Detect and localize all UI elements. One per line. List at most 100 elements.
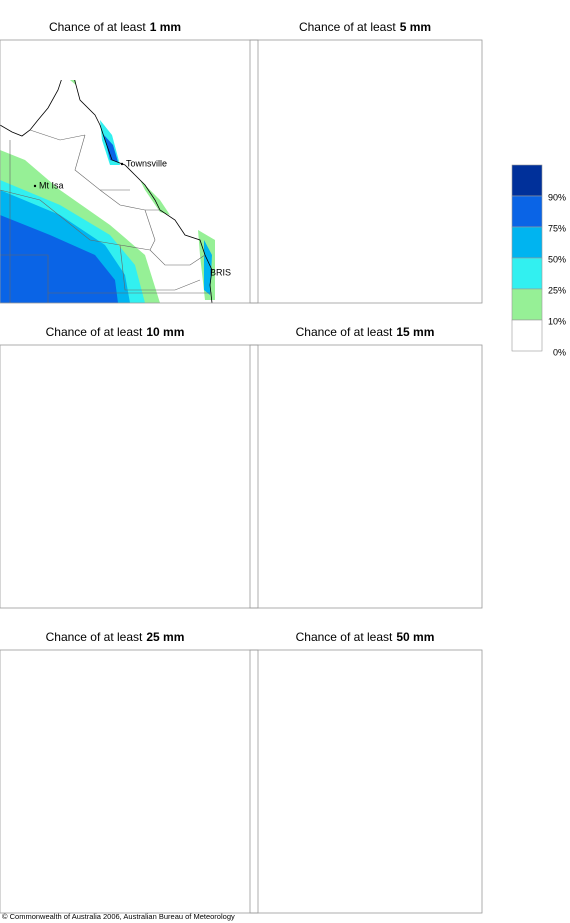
place-label: BRIS: [460, 877, 481, 887]
map-panel: Townsville Mt Isa BRIS Chance of at least 1 …: [0, 20, 259, 304]
border: [75, 440, 130, 495]
panel-frame: [249, 344, 483, 609]
panel-title: Chance of at least 1 mm: [49, 20, 181, 34]
rain-area: [103, 430, 112, 465]
title-text: Chance of at least: [49, 20, 146, 34]
legend-label: 25%: [548, 285, 566, 295]
rain-area: [200, 555, 210, 590]
panel-frame: [249, 649, 483, 914]
title-amount: 1 mm: [150, 20, 181, 34]
rain-area: [250, 180, 385, 303]
map: Townsville Mt Isa BRIS: [0, 360, 231, 608]
coastline: [0, 80, 62, 137]
map: Townsville Mt Isa BRIS: [0, 665, 231, 913]
rain-area: [25, 690, 45, 710]
town-dot: [371, 773, 373, 775]
legend-label: 50%: [548, 254, 566, 264]
border: [280, 130, 335, 140]
map-panel: Townsville Mt Isa BRIS Chance of at least 5 …: [249, 20, 483, 304]
place-label: Townsville: [376, 463, 417, 473]
town-dot: [371, 163, 373, 165]
coastline: [250, 55, 318, 136]
border: [149, 249, 206, 266]
rain-area: [260, 525, 345, 608]
legend-label: 10%: [548, 316, 566, 326]
border: [30, 435, 85, 445]
footer: © Commonwealth of Australia 2006, Austra…: [2, 912, 235, 921]
border: [370, 245, 450, 290]
place-label: Mt Isa: [39, 790, 64, 800]
panel-frame: [0, 344, 259, 609]
border: [325, 745, 380, 800]
border: [99, 189, 160, 211]
town-dot: [33, 184, 37, 188]
place-label: Townsville: [376, 768, 417, 778]
border: [29, 129, 86, 141]
border: [100, 495, 160, 515]
panel-title: Chance of at least 15 mm: [296, 325, 435, 339]
town-dot: [120, 162, 124, 166]
rain-area: [260, 205, 355, 303]
border: [280, 435, 335, 445]
border: [250, 255, 298, 303]
border: [325, 440, 380, 495]
map-panel: Townsville Mt Isa BRIS Chance of at least 10…: [0, 325, 259, 609]
border: [370, 550, 450, 595]
town-dot: [284, 185, 286, 187]
border: [250, 865, 298, 913]
title-text: Chance of at least: [296, 630, 393, 644]
town-dot: [121, 468, 123, 470]
legend-swatch: [511, 257, 543, 290]
border: [325, 135, 380, 190]
border: [145, 515, 155, 555]
rain-area: [300, 908, 310, 913]
title-amount: 25 mm: [146, 630, 184, 644]
legend-label: 90%: [548, 192, 566, 202]
map: Townsville Mt Isa BRIS: [250, 360, 481, 608]
border: [250, 800, 400, 860]
rain-area: [0, 500, 125, 608]
rain-area: [280, 235, 345, 303]
coastline: [68, 665, 212, 913]
rain-area: [280, 555, 335, 608]
border: [400, 555, 455, 570]
border: [400, 860, 455, 875]
map: Townsville Mt Isa BRIS: [0, 80, 231, 304]
border: [250, 190, 400, 250]
border: [100, 800, 160, 820]
border: [120, 855, 200, 900]
coastline: [68, 360, 212, 608]
coastline: [250, 360, 318, 441]
panel-title: Chance of at least 25 mm: [46, 630, 185, 644]
rain-area: [300, 590, 325, 608]
border: [0, 865, 48, 913]
place-label: Townsville: [126, 463, 167, 473]
town-dot: [121, 773, 123, 775]
border: [120, 550, 200, 595]
border: [250, 560, 298, 608]
map-panel: Townsville Mt Isa BRIS Chance of at least 50…: [249, 630, 483, 914]
rain-area: [400, 190, 408, 205]
place-label: BRIS: [460, 267, 481, 277]
rain-area: [20, 820, 100, 913]
rain-area: [40, 880, 60, 913]
rain-area: [350, 125, 368, 165]
legend-swatch: [511, 195, 543, 228]
rain-area: [353, 135, 362, 155]
rain-area: [0, 510, 110, 608]
town-dot: [34, 490, 36, 492]
border: [280, 740, 335, 750]
title-text: Chance of at least: [299, 20, 396, 34]
place-label: Mt Isa: [289, 485, 314, 495]
border: [0, 560, 48, 608]
map-panel: Townsville Mt Isa BRIS Chance of at least 15…: [249, 325, 483, 609]
place-label: BRIS: [210, 572, 231, 582]
border: [0, 495, 150, 555]
rain-area: [355, 445, 360, 463]
border: [350, 800, 410, 820]
coastline: [318, 360, 462, 608]
legend-swatch: [511, 226, 543, 259]
border: [145, 820, 155, 860]
